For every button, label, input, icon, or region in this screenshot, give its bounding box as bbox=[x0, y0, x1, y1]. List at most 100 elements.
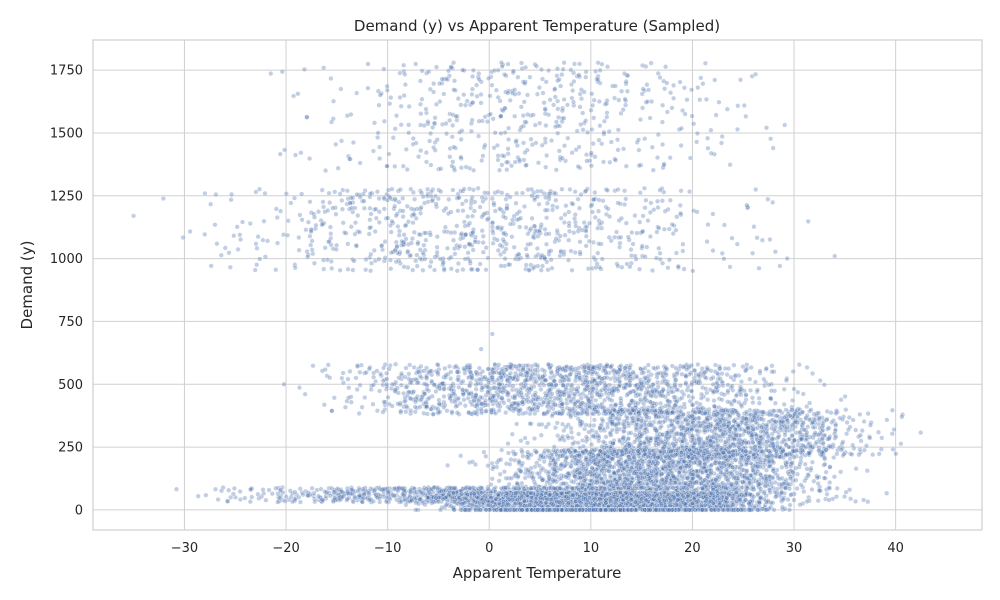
scatter-point bbox=[758, 429, 764, 435]
scatter-point bbox=[770, 145, 776, 151]
scatter-point bbox=[659, 198, 665, 204]
scatter-point bbox=[487, 93, 493, 99]
scatter-point bbox=[706, 413, 712, 419]
scatter-point bbox=[574, 128, 580, 134]
scatter-point bbox=[424, 374, 430, 380]
scatter-point bbox=[583, 69, 589, 75]
scatter-point bbox=[597, 123, 603, 129]
scatter-point bbox=[609, 421, 615, 427]
scatter-point bbox=[480, 240, 486, 246]
scatter-point bbox=[605, 187, 611, 193]
scatter-point bbox=[583, 74, 589, 80]
scatter-point bbox=[492, 208, 498, 214]
scatter-point bbox=[474, 408, 480, 414]
scatter-point bbox=[423, 230, 429, 236]
scatter-point bbox=[394, 113, 400, 119]
scatter-point bbox=[482, 114, 488, 120]
scatter-point bbox=[467, 258, 473, 264]
scatter-point bbox=[638, 117, 644, 123]
scatter-point bbox=[555, 433, 561, 439]
scatter-point bbox=[418, 363, 424, 369]
scatter-point bbox=[843, 407, 849, 413]
scatter-point bbox=[554, 204, 560, 210]
scatter-point bbox=[623, 102, 629, 108]
scatter-point bbox=[606, 128, 612, 134]
scatter-point bbox=[349, 205, 355, 211]
scatter-point bbox=[208, 201, 214, 207]
scatter-point bbox=[444, 245, 450, 251]
scatter-point bbox=[507, 364, 513, 370]
scatter-point bbox=[567, 371, 573, 377]
scatter-point bbox=[592, 214, 598, 220]
scatter-point bbox=[546, 231, 552, 237]
scatter-point bbox=[439, 80, 445, 86]
scatter-point bbox=[566, 257, 572, 263]
scatter-point bbox=[410, 141, 416, 147]
scatter-point bbox=[426, 395, 432, 401]
scatter-point bbox=[583, 243, 589, 249]
scatter-point bbox=[357, 229, 363, 235]
scatter-point bbox=[583, 422, 589, 428]
scatter-point bbox=[583, 118, 589, 124]
scatter-point bbox=[368, 268, 374, 274]
scatter-point bbox=[613, 402, 619, 408]
scatter-point bbox=[668, 90, 674, 96]
scatter-point bbox=[448, 376, 454, 382]
scatter-point bbox=[345, 266, 351, 272]
scatter-point bbox=[541, 190, 547, 196]
scatter-point bbox=[401, 232, 407, 238]
scatter-point bbox=[563, 158, 569, 164]
scatter-point bbox=[392, 203, 398, 209]
scatter-point bbox=[717, 366, 723, 372]
scatter-point bbox=[734, 241, 740, 247]
scatter-point bbox=[253, 189, 259, 195]
scatter-point bbox=[285, 218, 291, 224]
scatter-point bbox=[576, 365, 582, 371]
scatter-point bbox=[601, 118, 607, 124]
scatter-point bbox=[567, 366, 573, 372]
scatter-point bbox=[330, 205, 336, 211]
scatter-point bbox=[620, 107, 626, 113]
scatter-point bbox=[732, 373, 738, 379]
scatter-point bbox=[554, 227, 560, 233]
scatter-point bbox=[557, 233, 563, 239]
scatter-point bbox=[749, 432, 755, 438]
scatter-point bbox=[513, 364, 519, 370]
scatter-point bbox=[471, 398, 477, 404]
scatter-point bbox=[370, 148, 376, 154]
scatter-point bbox=[655, 364, 661, 370]
scatter-point bbox=[523, 262, 529, 268]
scatter-point bbox=[501, 153, 507, 159]
scatter-point bbox=[590, 141, 596, 147]
scatter-point bbox=[438, 166, 444, 172]
scatter-point bbox=[477, 376, 483, 382]
scatter-point bbox=[454, 268, 460, 274]
scatter-point bbox=[707, 438, 713, 444]
scatter-point bbox=[580, 127, 586, 133]
scatter-point bbox=[406, 103, 412, 109]
scatter-point bbox=[617, 240, 623, 246]
scatter-point bbox=[405, 248, 411, 254]
scatter-point bbox=[552, 124, 558, 130]
scatter-point bbox=[558, 83, 564, 89]
scatter-point bbox=[491, 370, 497, 376]
scatter-point bbox=[775, 434, 781, 440]
scatter-point bbox=[689, 87, 695, 93]
scatter-point bbox=[590, 433, 596, 439]
scatter-point bbox=[356, 411, 362, 417]
scatter-point bbox=[337, 267, 343, 273]
scatter-point bbox=[346, 395, 352, 401]
scatter-point bbox=[514, 421, 520, 427]
scatter-point bbox=[669, 105, 675, 111]
scatter-point bbox=[768, 395, 774, 401]
scatter-point bbox=[505, 390, 511, 396]
scatter-point bbox=[463, 164, 469, 170]
scatter-point bbox=[689, 427, 695, 433]
scatter-point bbox=[423, 399, 429, 405]
scatter-point bbox=[622, 201, 628, 207]
scatter-point bbox=[589, 202, 595, 208]
scatter-point bbox=[359, 404, 365, 410]
scatter-point bbox=[577, 91, 583, 97]
scatter-point bbox=[555, 66, 561, 72]
scatter-point bbox=[416, 231, 422, 237]
